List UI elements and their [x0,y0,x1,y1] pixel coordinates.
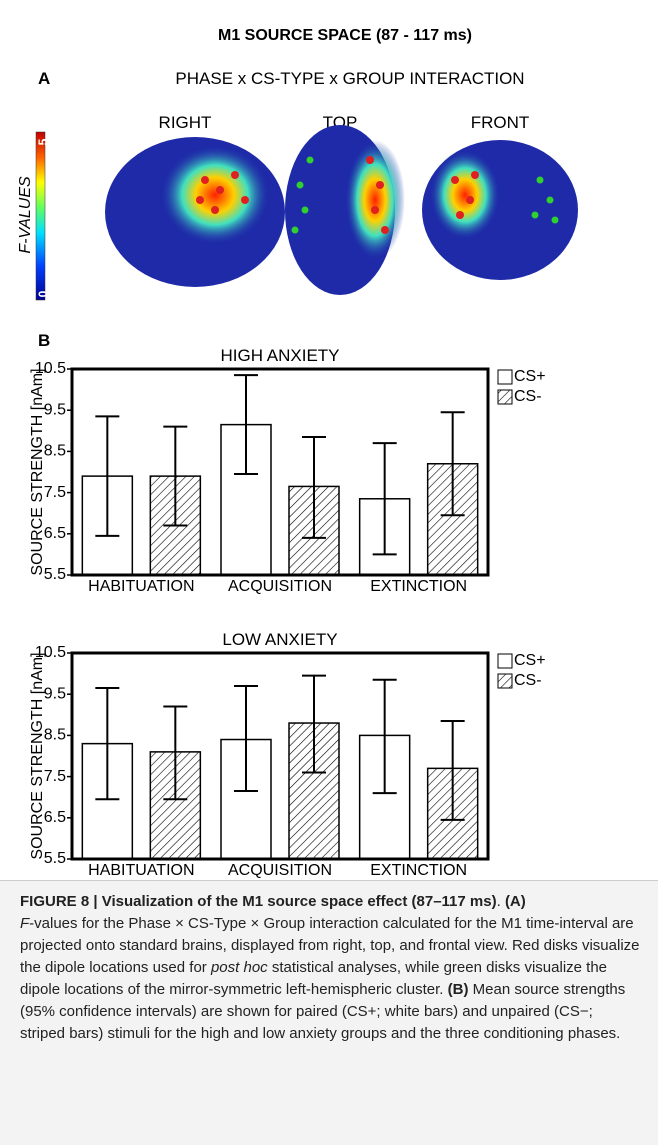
y-tick-label: 8.5 [44,727,66,744]
legend-label: CS- [514,672,542,689]
view-label: RIGHT [159,113,212,132]
caption-text: (A) [505,893,526,910]
brain-front [422,140,578,280]
page: M1 SOURCE SPACE (87 - 117 ms) A PHASE x … [0,0,658,1145]
chart-title: LOW ANXIETY [222,630,337,649]
panel-letter: B [38,331,50,350]
y-axis-label: SOURCE STRENGTH [nAm] [29,652,46,859]
y-tick-label: 10.5 [35,360,66,377]
colorbar-label: F-VALUES [17,176,34,254]
x-tick-label: EXTINCTION [370,578,467,595]
x-tick-label: ACQUISITION [228,862,332,879]
y-tick-label: 5.5 [44,566,66,583]
figure-title: M1 SOURCE SPACE (87 - 117 ms) [218,27,472,44]
legend-swatch [498,654,512,668]
colorbar-tick-label: 0 [36,290,50,297]
plot-frame [72,369,488,575]
chart-title: HIGH ANXIETY [220,346,339,365]
caption-text: post hoc [211,959,268,976]
y-tick-label: 5.5 [44,850,66,867]
caption: FIGURE 8 | Visualization of the M1 sourc… [0,880,658,1145]
y-tick-label: 6.5 [44,809,66,826]
y-tick-label: 8.5 [44,443,66,460]
brain-right [105,137,285,287]
legend-swatch [498,390,512,404]
y-tick-label: 9.5 [44,401,66,418]
caption-text: F [20,915,29,932]
legend-swatch [498,370,512,384]
x-tick-label: HABITUATION [88,578,194,595]
figure: M1 SOURCE SPACE (87 - 117 ms) A PHASE x … [0,0,658,880]
caption-text: . [497,893,505,910]
y-axis-label: SOURCE STRENGTH [nAm] [29,368,46,575]
caption-text: (B) [448,981,469,998]
view-label: FRONT [471,113,530,132]
plot-frame [72,653,488,859]
brain-top [285,125,405,295]
y-tick-label: 6.5 [44,525,66,542]
panel-letter: A [38,69,50,88]
legend-label: CS+ [514,652,546,669]
legend-label: CS+ [514,368,546,385]
y-tick-label: 10.5 [35,644,66,661]
y-tick-label: 7.5 [44,484,66,501]
legend-label: CS- [514,388,542,405]
colorbar [36,132,45,300]
x-tick-label: ACQUISITION [228,578,332,595]
panel-title: PHASE x CS-TYPE x GROUP INTERACTION [175,69,524,88]
x-tick-label: HABITUATION [88,862,194,879]
caption-text: FIGURE 8 | Visualization of the M1 sourc… [20,893,497,910]
legend-swatch [498,674,512,688]
x-tick-label: EXTINCTION [370,862,467,879]
colorbar-tick-label: 5 [36,138,50,145]
y-tick-label: 9.5 [44,685,66,702]
y-tick-label: 7.5 [44,768,66,785]
